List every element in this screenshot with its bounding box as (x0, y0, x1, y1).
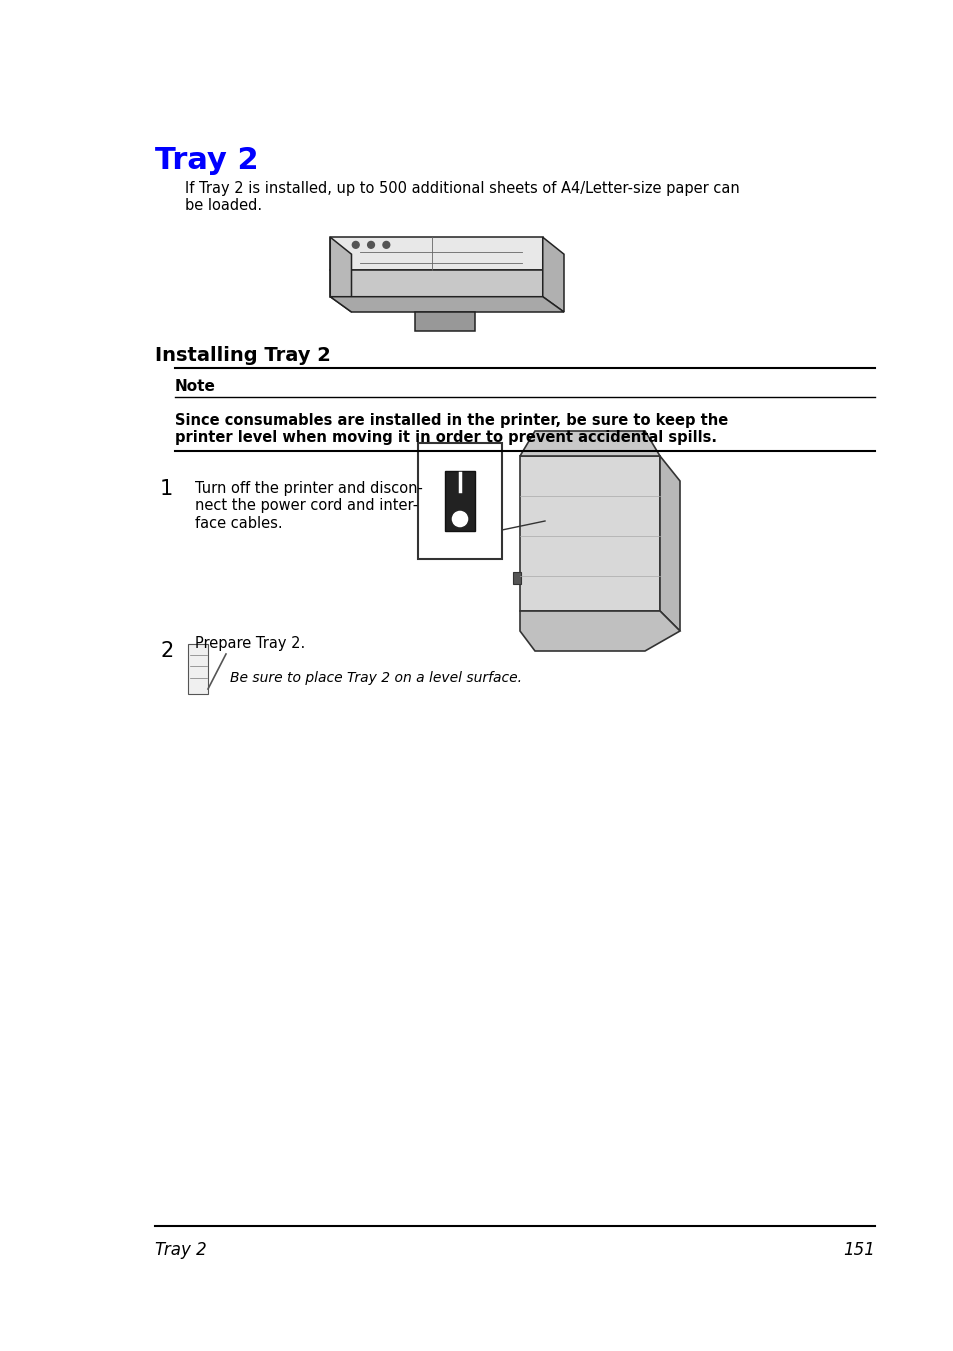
Bar (513, 571, 520, 584)
Text: 151: 151 (842, 1242, 874, 1259)
Polygon shape (188, 644, 208, 694)
Text: Turn off the printer and discon-
nect the power cord and inter-
face cables.: Turn off the printer and discon- nect th… (194, 481, 422, 531)
Text: Tray 2: Tray 2 (154, 146, 258, 176)
Polygon shape (542, 238, 563, 312)
Circle shape (382, 242, 390, 249)
Circle shape (352, 242, 358, 249)
Text: Installing Tray 2: Installing Tray 2 (154, 346, 331, 365)
Text: If Tray 2 is installed, up to 500 additional sheets of A4/Letter-size paper can
: If Tray 2 is installed, up to 500 additi… (185, 181, 739, 213)
Text: Since consumables are installed in the printer, be sure to keep the
printer leve: Since consumables are installed in the p… (174, 413, 727, 446)
Text: 1: 1 (160, 480, 173, 499)
Circle shape (451, 509, 469, 528)
Polygon shape (519, 611, 679, 651)
Text: Note: Note (174, 380, 215, 394)
Polygon shape (659, 457, 679, 631)
Text: Prepare Tray 2.: Prepare Tray 2. (194, 636, 305, 651)
Circle shape (367, 242, 375, 249)
Polygon shape (417, 443, 501, 559)
Polygon shape (330, 297, 563, 312)
Text: Be sure to place Tray 2 on a level surface.: Be sure to place Tray 2 on a level surfa… (230, 671, 521, 685)
Bar (444, 471, 475, 531)
Polygon shape (519, 431, 659, 457)
Polygon shape (330, 269, 542, 297)
Polygon shape (330, 238, 542, 269)
Text: 2: 2 (160, 640, 173, 661)
Polygon shape (330, 238, 351, 312)
Polygon shape (415, 312, 475, 331)
Text: Tray 2: Tray 2 (154, 1242, 207, 1259)
Polygon shape (519, 457, 659, 611)
